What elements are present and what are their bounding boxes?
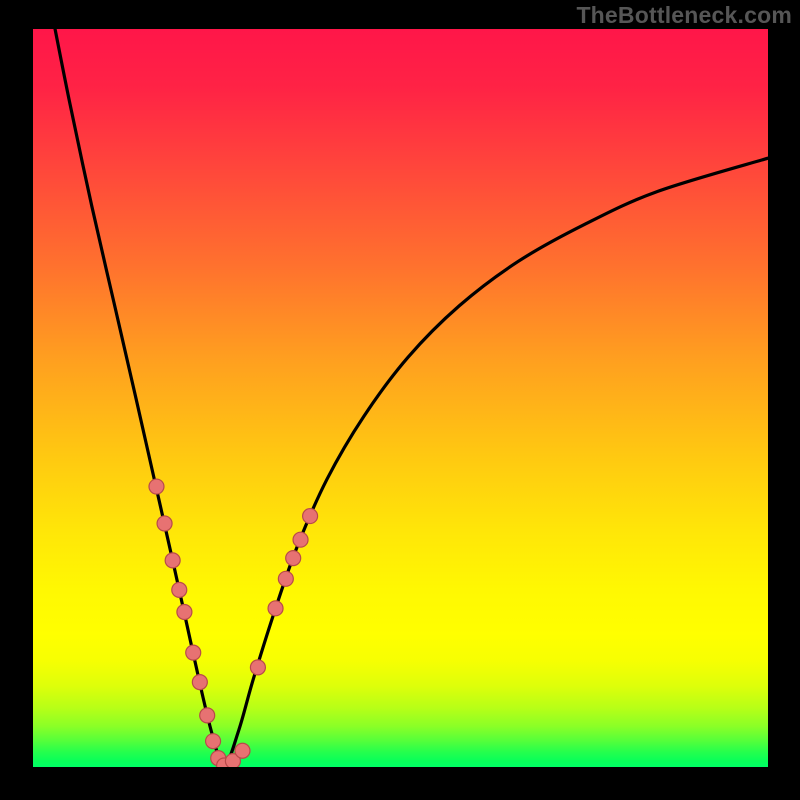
data-marker — [303, 509, 318, 524]
watermark-text: TheBottleneck.com — [576, 2, 792, 29]
data-marker — [186, 645, 201, 660]
data-marker — [165, 553, 180, 568]
data-marker — [192, 675, 207, 690]
data-marker — [206, 734, 221, 749]
chart-container: TheBottleneck.com — [0, 0, 800, 800]
data-marker — [250, 660, 265, 675]
data-marker — [286, 551, 301, 566]
data-marker — [293, 532, 308, 547]
data-marker — [172, 582, 187, 597]
gradient-background — [33, 29, 768, 767]
data-marker — [149, 479, 164, 494]
data-marker — [278, 571, 293, 586]
data-marker — [200, 708, 215, 723]
data-marker — [177, 605, 192, 620]
chart-plot — [33, 29, 768, 767]
data-marker — [157, 516, 172, 531]
data-marker — [235, 743, 250, 758]
data-marker — [268, 601, 283, 616]
